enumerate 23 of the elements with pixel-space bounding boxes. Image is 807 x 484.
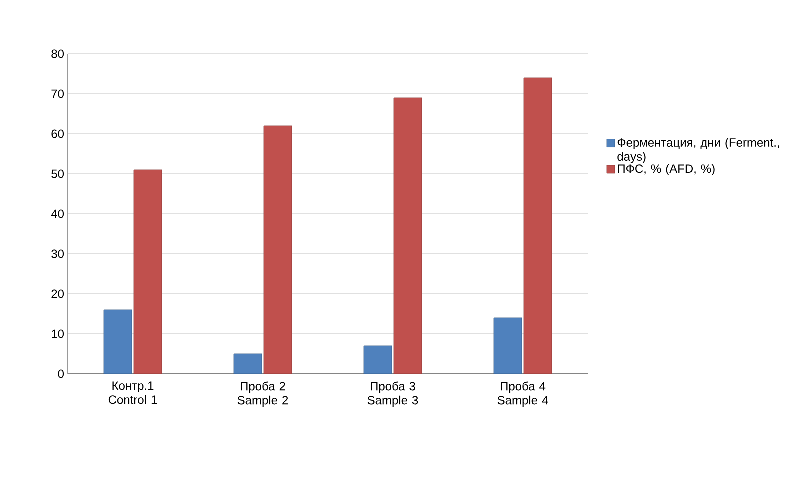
bar — [234, 354, 262, 374]
x-tick-label: Проба 4 Sample 4 — [498, 382, 548, 408]
y-tick-label: 0 — [58, 370, 64, 378]
y-tick-label: 50 — [52, 170, 64, 178]
x-tick-label: Контр.1 Control 1 — [108, 382, 158, 404]
bar — [364, 346, 392, 374]
y-tick-label: 70 — [52, 90, 64, 98]
legend-label: ПФС, % (AFD, %) — [618, 164, 715, 176]
x-tick-label: Проба 3 Sample 3 — [368, 382, 418, 408]
bar — [104, 310, 132, 374]
y-tick-label: 60 — [52, 130, 64, 138]
x-tick-label: Проба 2 Sample 2 — [238, 382, 288, 408]
y-tick-label: 10 — [52, 330, 64, 338]
y-tick-label: 30 — [52, 250, 64, 258]
bar — [524, 78, 552, 374]
y-tick-label: 80 — [52, 50, 64, 58]
bar — [134, 170, 162, 374]
bar — [394, 98, 422, 374]
y-tick-label: 20 — [52, 290, 64, 298]
y-tick-label: 40 — [51, 210, 64, 218]
bar — [494, 318, 522, 374]
legend-label: Ферментация, дни (Ferment., days) — [618, 138, 780, 164]
bar — [264, 126, 292, 374]
